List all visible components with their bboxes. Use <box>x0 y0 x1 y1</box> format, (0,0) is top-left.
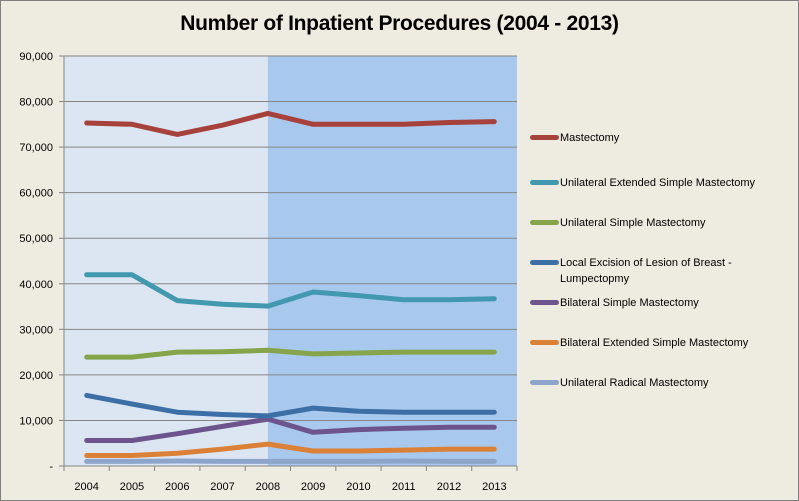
series-line-bilateral-extended-simple-mastectomy <box>84 441 497 458</box>
series-line-local-excision-of-lesion-of-breast-lumpectopmy <box>84 392 497 419</box>
legend-item-mastectomy: Mastectomy <box>530 130 790 146</box>
legend-label: Unilateral Simple Mastectomy <box>560 217 706 229</box>
y-tick-label: 30,000 <box>19 324 53 336</box>
x-tick-label: 2006 <box>165 481 189 493</box>
series-line-unilateral-extended-simple-mastectomy <box>84 272 497 309</box>
legend-label: Unilateral Radical Mastectomy <box>560 377 709 389</box>
legend-item-unilateral-extended-simple: Unilateral Extended Simple Mastectomy <box>530 175 790 191</box>
y-tick-label: 20,000 <box>19 370 53 382</box>
y-tick-label: - <box>49 461 53 473</box>
legend-label: Local Excision of Lesion of Breast - Lum… <box>560 257 732 285</box>
legend-label: Bilateral Extended Simple Mastectomy <box>560 337 749 349</box>
y-tick-label: 40,000 <box>19 279 53 291</box>
y-tick-label: 90,000 <box>19 51 53 63</box>
legend-item-unilateral-radical: Unilateral Radical Mastectomy <box>530 375 790 391</box>
x-tick-label: 2005 <box>120 481 144 493</box>
y-tick-label: 10,000 <box>19 415 53 427</box>
background-band <box>267 56 517 466</box>
x-tick-label: 2008 <box>256 481 280 493</box>
y-tick-label: 50,000 <box>19 233 53 245</box>
legend-item-bilateral-simple: Bilateral Simple Mastectomy <box>530 295 790 311</box>
legend-swatch <box>530 135 559 140</box>
legend-label: Mastectomy <box>560 132 620 144</box>
background-band <box>64 56 268 466</box>
legend-label: Unilateral Extended Simple Mastectomy <box>560 177 756 189</box>
legend-label: Bilateral Simple Mastectomy <box>560 297 699 309</box>
x-tick-label: 2009 <box>301 481 325 493</box>
legend-item-bilateral-extended-simple: Bilateral Extended Simple Mastectomy <box>530 335 790 351</box>
legend-swatch <box>530 340 559 345</box>
legend-swatch <box>530 220 559 225</box>
legend-swatch <box>530 260 559 265</box>
series-line-bilateral-simple-mastectomy <box>84 416 497 443</box>
y-tick-label: 80,000 <box>19 97 53 109</box>
chart-title: Number of Inpatient Procedures (2004 - 2… <box>180 12 619 35</box>
y-tick-label: 70,000 <box>19 142 53 154</box>
x-tick-label: 2007 <box>210 481 234 493</box>
legend-swatch <box>530 180 559 185</box>
y-tick-label: 60,000 <box>19 188 53 200</box>
legend-item-unilateral-simple: Unilateral Simple Mastectomy <box>530 215 790 231</box>
x-tick-label: 2010 <box>346 481 370 493</box>
legend-swatch <box>530 300 559 305</box>
x-tick-label: 2011 <box>392 481 416 493</box>
x-tick-label: 2004 <box>74 481 98 493</box>
x-tick-label: 2012 <box>437 481 461 493</box>
legend-swatch <box>530 380 559 385</box>
series-line-mastectomy <box>84 110 497 137</box>
series-line-unilateral-simple-mastectomy <box>84 347 497 360</box>
legend-item-lumpectomy: Local Excision of Lesion of Breast - Lum… <box>530 255 790 287</box>
x-tick-label: 2013 <box>482 481 506 493</box>
